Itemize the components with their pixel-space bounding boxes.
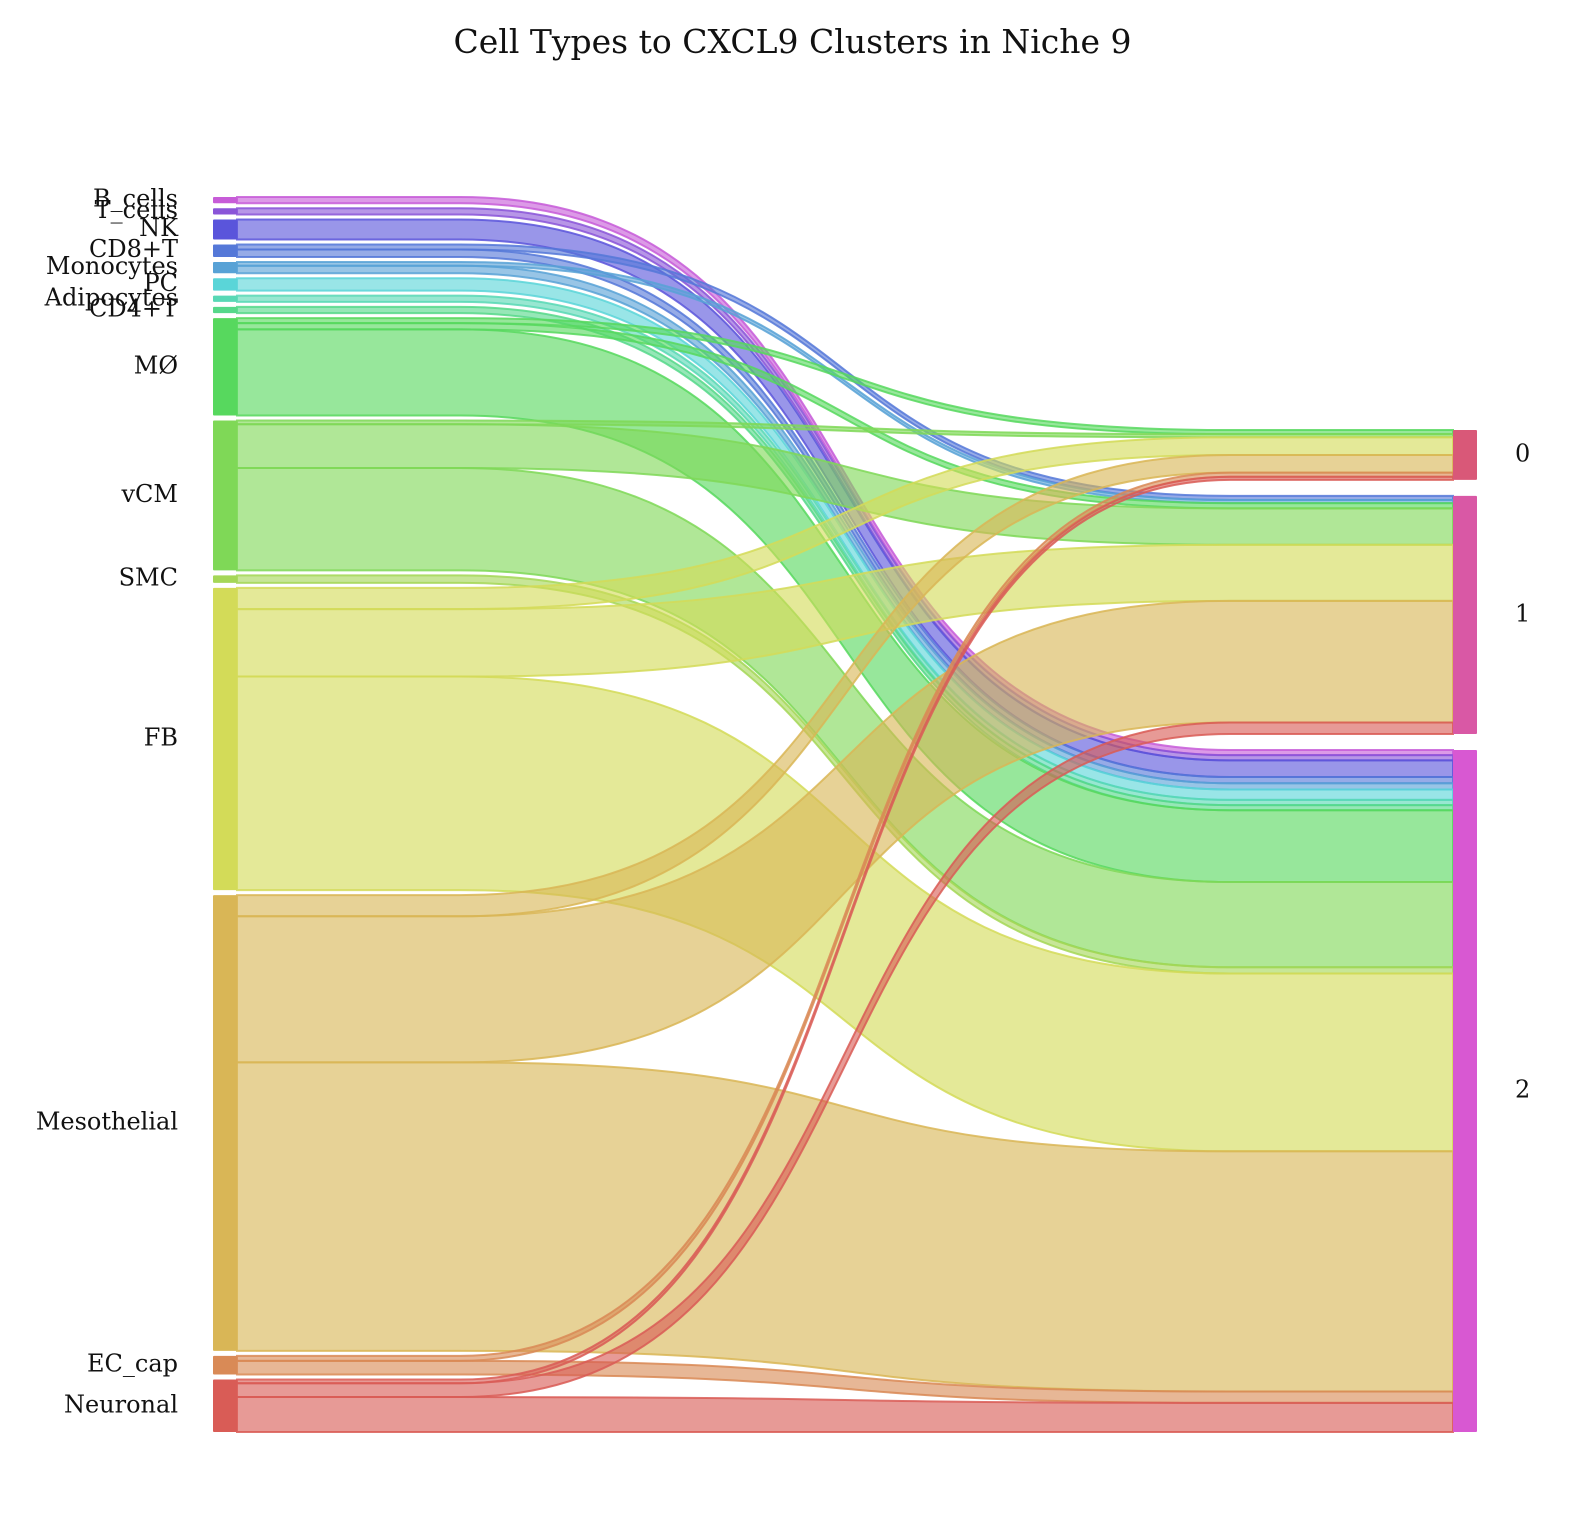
target-label-1: 1 (1515, 599, 1530, 627)
source-label-t-cells: T_cells (95, 196, 178, 224)
source-node-t-cells (213, 208, 237, 215)
source-node-cd4plust (213, 306, 237, 314)
link-neuronal-to-2 (236, 1396, 1454, 1433)
source-label-b-cells: B_cells (93, 185, 178, 213)
source-node-b-cells (213, 197, 237, 204)
source-label-mo: MØ (134, 351, 178, 379)
source-label-vcm: vCM (121, 480, 179, 508)
source-node-ec-cap (213, 1355, 237, 1375)
source-label-pc: PC (143, 269, 178, 297)
source-node-cd8plust (213, 244, 237, 257)
target-node-1 (1453, 495, 1477, 734)
source-label-cd8plust: CD8+T (89, 235, 178, 263)
target-node-2 (1453, 749, 1477, 1432)
target-label-0: 0 (1515, 439, 1530, 467)
source-node-neuronal (213, 1379, 237, 1432)
target-node-0 (1453, 430, 1477, 480)
source-node-mesothelial (213, 895, 237, 1351)
source-label-fb: FB (144, 723, 178, 751)
source-node-smc (213, 575, 237, 583)
source-label-smc: SMC (119, 564, 178, 592)
source-label-neuronal: Neuronal (64, 1390, 178, 1418)
source-node-mo (213, 318, 237, 416)
source-label-mesothelial: Mesothelial (36, 1107, 178, 1135)
source-node-nk (213, 219, 237, 240)
target-label-2: 2 (1515, 1075, 1530, 1103)
source-label-adipocytes: Adipocytes (44, 283, 178, 311)
source-label-monocytes: Monocytes (46, 252, 178, 280)
sankey-nodes (213, 197, 1477, 1432)
source-node-monocytes (213, 261, 237, 274)
source-label-ec-cap: EC_cap (87, 1350, 178, 1378)
source-node-pc (213, 278, 237, 291)
source-node-vcm (213, 420, 237, 571)
sankey-labels: B_cellsT_cellsNKCD8+TMonocytesPCAdipocyt… (36, 185, 1530, 1419)
source-label-nk: NK (139, 214, 179, 242)
source-label-cd4plust: CD4+T (89, 295, 178, 323)
link-neuronal-to-0 (236, 475, 1454, 1385)
link-neuronal-to-1 (236, 721, 1454, 1399)
source-node-adipocytes (213, 295, 237, 302)
sankey-links (236, 196, 1454, 1433)
source-node-fb (213, 587, 237, 891)
chart-title: Cell Types to CXCL9 Clusters in Niche 9 (453, 22, 1132, 61)
